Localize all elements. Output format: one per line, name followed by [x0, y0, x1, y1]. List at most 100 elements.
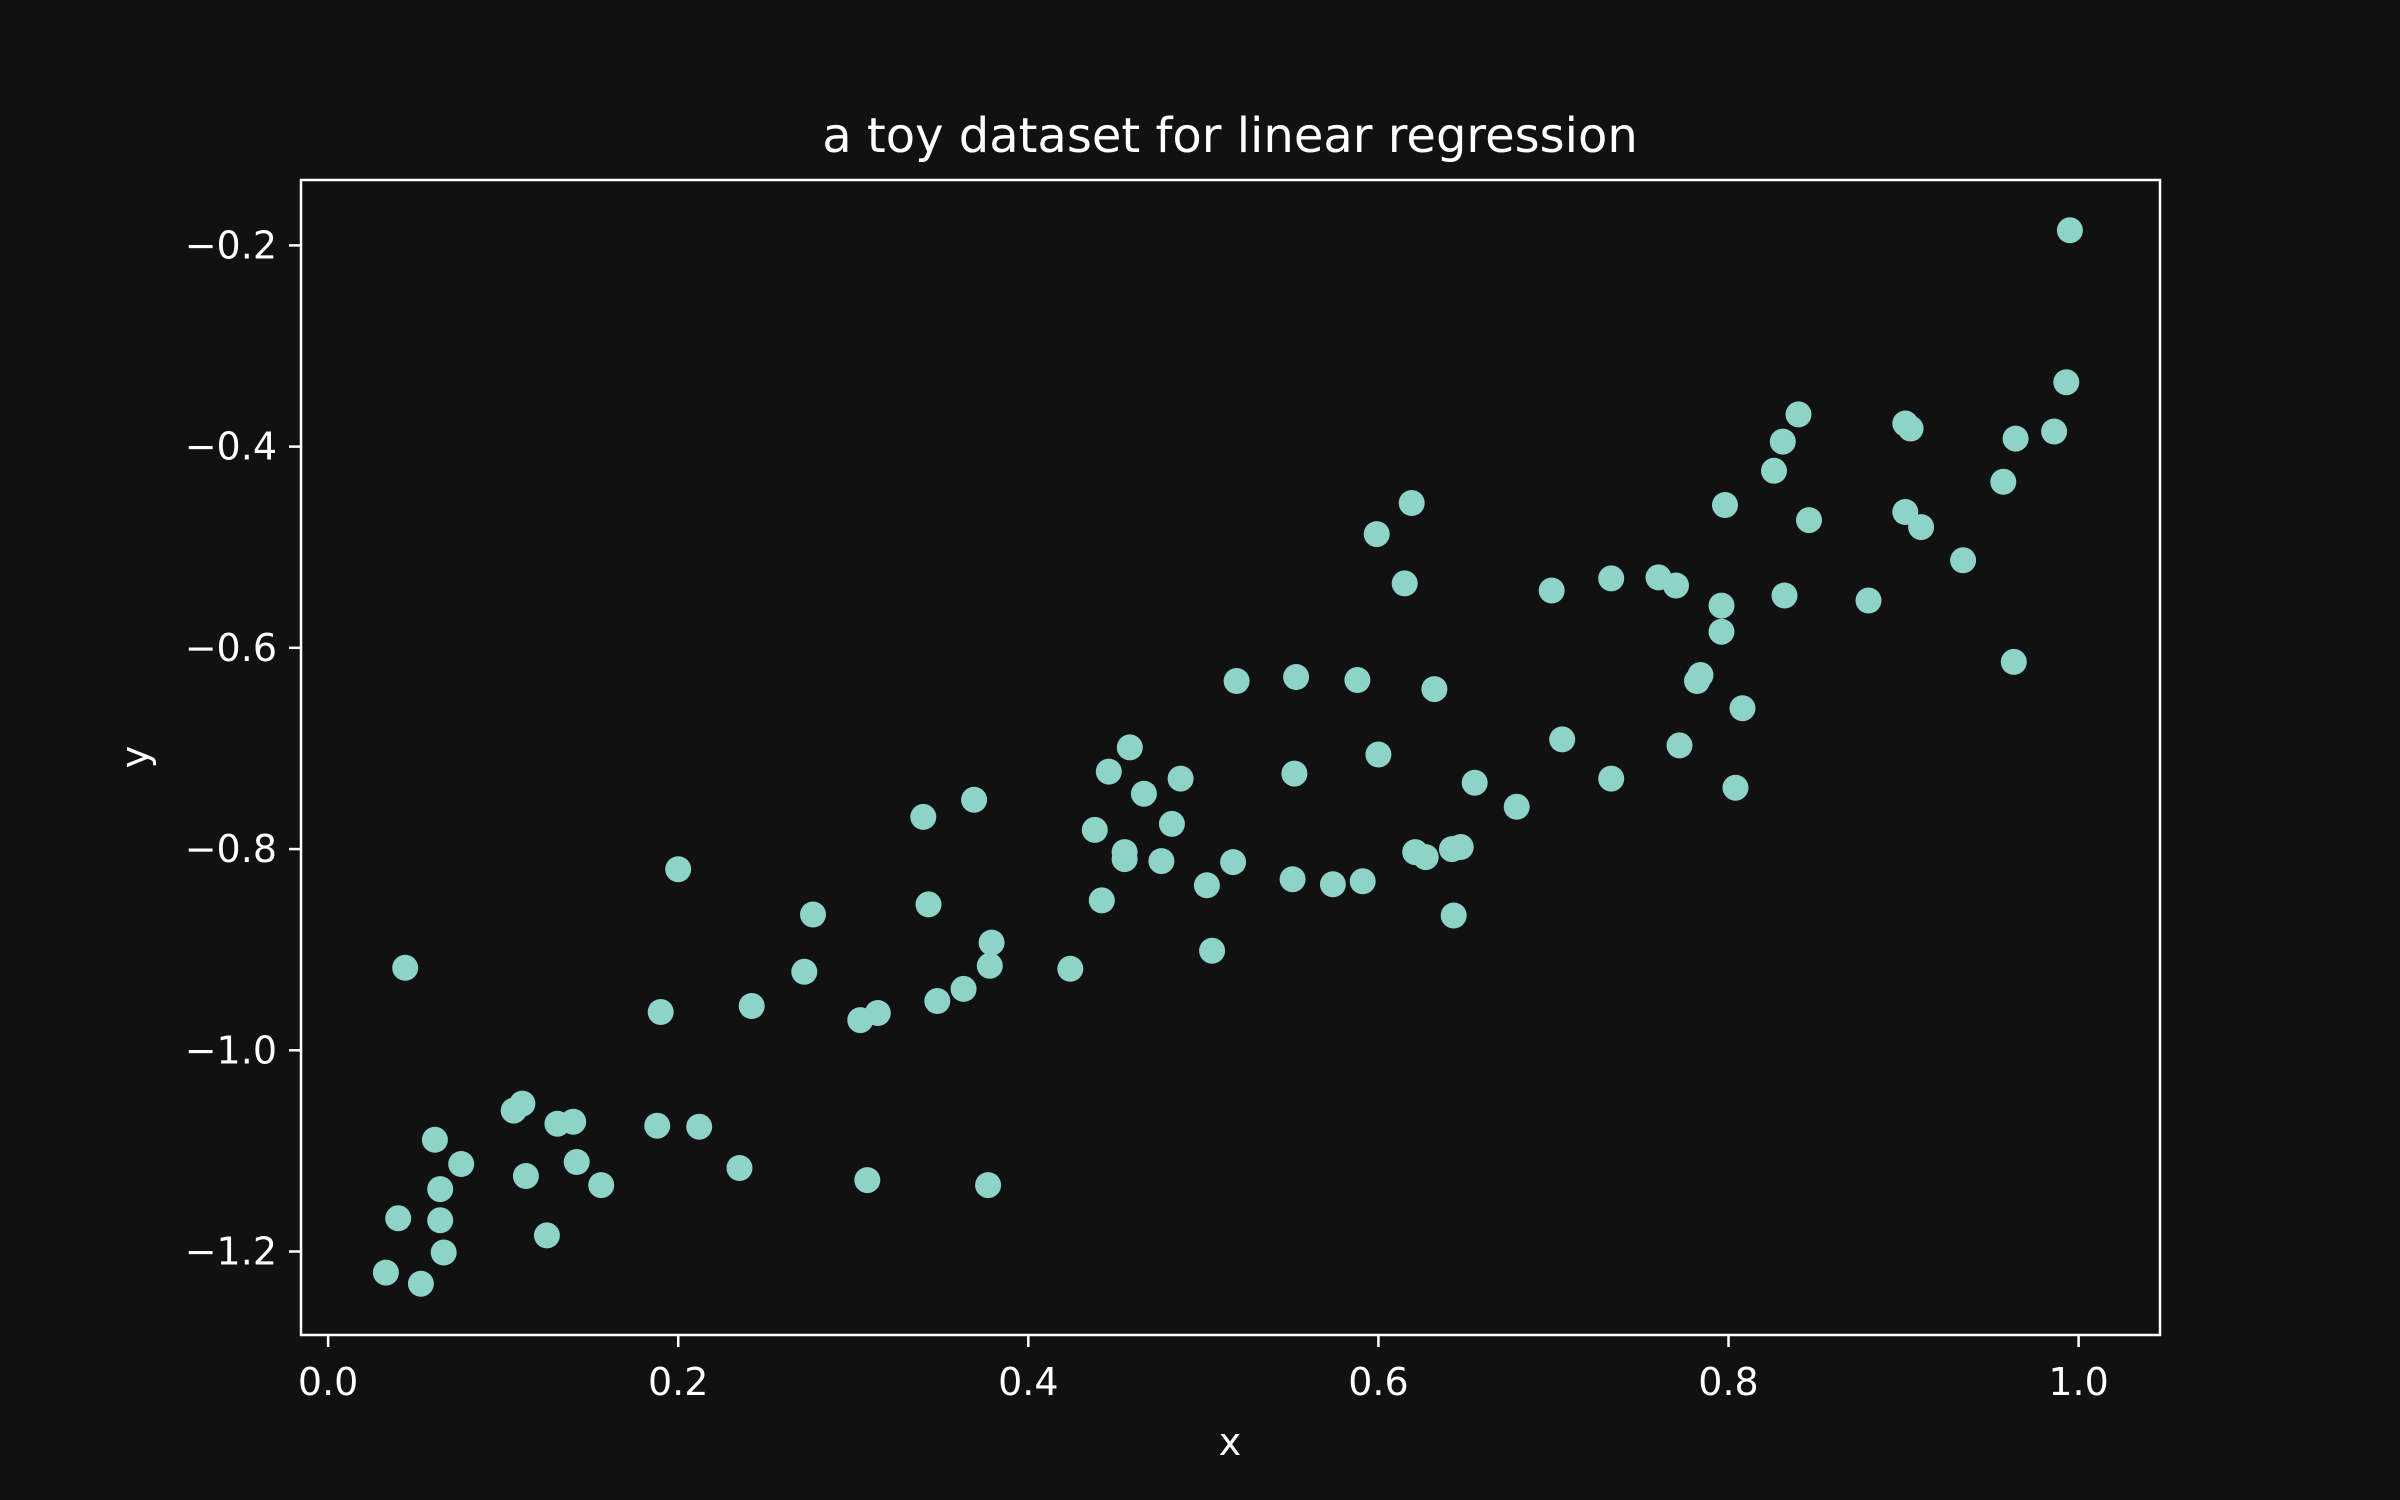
data-point [1729, 695, 1756, 722]
data-point [1088, 887, 1115, 914]
data-point [1057, 955, 1084, 982]
data-point [2002, 425, 2029, 452]
data-point [1440, 902, 1467, 929]
data-point [2056, 217, 2083, 244]
data-point [448, 1151, 475, 1177]
data-point [961, 786, 988, 813]
data-point [1199, 937, 1226, 964]
data-point [738, 993, 765, 1019]
data-point [2041, 418, 2068, 445]
data-point [1771, 582, 1798, 609]
data-point [2000, 648, 2027, 675]
data-point [1990, 468, 2017, 495]
x-axis-ticks: 0.0 0.2 0.4 0.6 0.8 1.0 [298, 1335, 2109, 1404]
data-point [1438, 836, 1465, 863]
plot-area-frame [299, 178, 2162, 1337]
x-tick-label: 0.8 [1698, 1360, 1758, 1404]
y-axis-label: y [113, 746, 157, 769]
data-point [1319, 871, 1346, 898]
data-point [1598, 765, 1625, 792]
data-point [1892, 410, 1919, 437]
y-tick-label: −0.4 [185, 425, 277, 469]
data-point [647, 999, 674, 1025]
data-point [1223, 668, 1250, 694]
data-point [1892, 499, 1919, 525]
data-point [910, 803, 937, 830]
data-point [1684, 668, 1710, 694]
data-point [1421, 676, 1448, 703]
data-point [1855, 587, 1882, 614]
data-point [1538, 577, 1565, 604]
data-point [915, 891, 942, 918]
x-tick-label: 0.4 [998, 1360, 1058, 1404]
data-point [1645, 564, 1672, 591]
data-point [1111, 846, 1138, 873]
data-point [407, 1270, 434, 1297]
data-point [1598, 565, 1625, 592]
data-point [1549, 726, 1576, 753]
data-point [644, 1112, 671, 1139]
data-point [1398, 490, 1425, 516]
data-point [372, 1259, 399, 1286]
data-point [1769, 428, 1796, 455]
data-point [392, 954, 419, 981]
data-point [665, 856, 692, 883]
data-point [1503, 793, 1530, 820]
data-point [978, 929, 1005, 956]
data-point [588, 1172, 615, 1199]
data-point [975, 1172, 1002, 1199]
x-tick-label: 0.0 [298, 1360, 358, 1404]
data-point [1349, 868, 1376, 895]
data-point [924, 988, 951, 1014]
data-point [1081, 816, 1108, 843]
data-point [500, 1097, 527, 1124]
data-point [1158, 810, 1185, 837]
data-point [854, 1167, 881, 1194]
x-tick-label: 0.6 [1348, 1360, 1408, 1404]
x-tick-label: 0.2 [648, 1360, 708, 1404]
data-point [1708, 592, 1735, 619]
data-point [1391, 570, 1418, 597]
points-layer [372, 217, 2083, 1297]
data-point [427, 1207, 454, 1234]
data-point [686, 1113, 713, 1140]
data-point [1708, 618, 1735, 645]
y-tick-label: −0.8 [185, 827, 277, 871]
data-point [1363, 521, 1390, 548]
data-point [1722, 774, 1749, 801]
x-tick-label: 1.0 [2048, 1360, 2108, 1404]
data-point [1761, 457, 1787, 484]
data-point [2053, 369, 2080, 396]
y-tick-label: −0.6 [185, 626, 277, 670]
data-point [421, 1126, 448, 1153]
data-point [512, 1163, 539, 1189]
data-point [800, 901, 826, 928]
data-point [791, 958, 818, 985]
data-point [1220, 849, 1247, 876]
y-axis-ticks: −1.2 −1.0 −0.8 −0.6 −0.4 −0.2 [185, 223, 301, 1273]
data-point [430, 1239, 457, 1266]
data-point [385, 1205, 412, 1232]
data-point [1281, 760, 1308, 787]
data-point [533, 1222, 560, 1249]
data-point [726, 1155, 753, 1181]
data-point [544, 1110, 571, 1137]
data-point [1402, 839, 1429, 866]
data-point [1796, 507, 1822, 534]
data-point [950, 975, 977, 1002]
data-point [1193, 872, 1220, 899]
y-tick-label: −0.2 [185, 223, 277, 267]
data-point [1095, 758, 1122, 785]
data-point [563, 1149, 590, 1175]
x-axis-label: x [1219, 1420, 1242, 1464]
data-point [1116, 734, 1143, 761]
data-point [847, 1007, 874, 1034]
data-point [1950, 547, 1977, 574]
data-point [1666, 732, 1693, 759]
data-point [1365, 741, 1392, 768]
data-point [427, 1176, 454, 1203]
data-point [1283, 664, 1310, 690]
data-point [976, 952, 1003, 979]
